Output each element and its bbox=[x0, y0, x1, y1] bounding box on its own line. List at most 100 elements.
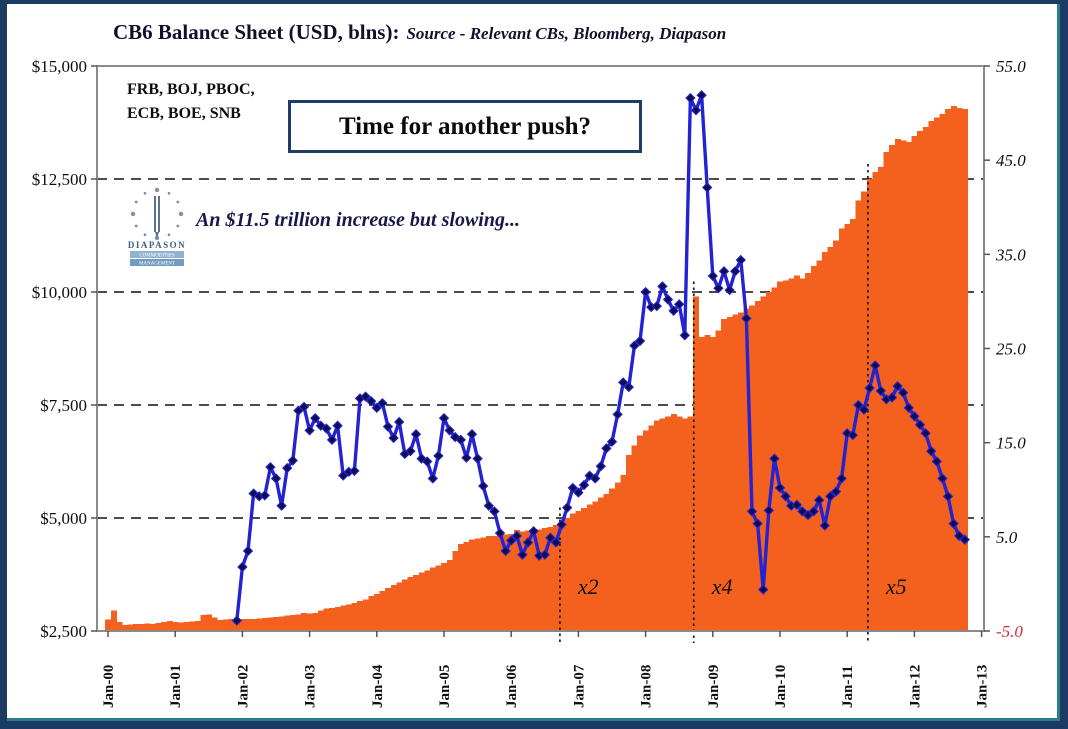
data-point-diamond bbox=[528, 526, 539, 537]
data-point-diamond bbox=[819, 520, 830, 531]
data-point-diamond bbox=[506, 535, 517, 546]
data-point-diamond bbox=[780, 491, 791, 502]
bar bbox=[620, 475, 627, 631]
bar bbox=[844, 224, 851, 631]
data-point-diamond bbox=[242, 545, 254, 557]
bar bbox=[833, 240, 840, 632]
data-point-diamond bbox=[685, 92, 696, 104]
data-point-diamond bbox=[466, 429, 478, 440]
callout-text: Time for another push? bbox=[338, 113, 592, 140]
data-point-diamond bbox=[287, 455, 298, 466]
bar bbox=[614, 482, 621, 631]
data-point-diamond bbox=[853, 399, 864, 411]
bar bbox=[878, 166, 884, 631]
data-point-diamond bbox=[567, 482, 578, 494]
data-point-diamond bbox=[836, 473, 847, 484]
data-point-diamond bbox=[898, 387, 909, 398]
bar bbox=[217, 620, 224, 631]
data-point-diamond bbox=[444, 425, 455, 436]
data-point-diamond bbox=[926, 445, 937, 457]
bar bbox=[698, 337, 705, 631]
bar bbox=[329, 607, 336, 631]
bar bbox=[301, 612, 308, 631]
bar bbox=[200, 615, 207, 631]
bar bbox=[799, 278, 806, 631]
bar bbox=[917, 131, 924, 631]
bar bbox=[805, 273, 812, 631]
bar bbox=[318, 610, 324, 631]
bar bbox=[127, 624, 134, 631]
data-point-diamond bbox=[847, 429, 858, 441]
right-axis-tick-label: -5.0 bbox=[996, 622, 1023, 641]
bar bbox=[872, 172, 879, 631]
bar bbox=[441, 563, 448, 631]
bar bbox=[463, 541, 470, 631]
chart-source: Source - Relevant CBs, Bloomberg, Diapas… bbox=[406, 24, 727, 43]
data-point-diamond bbox=[730, 266, 741, 277]
bar bbox=[290, 615, 296, 631]
bar bbox=[250, 618, 257, 631]
data-point-diamond bbox=[942, 491, 954, 502]
bar bbox=[194, 621, 201, 631]
logo-word-commodities: COMMODITIES bbox=[139, 254, 174, 259]
data-point-diamond bbox=[366, 396, 377, 407]
data-point-diamond bbox=[937, 473, 948, 484]
bar bbox=[547, 527, 554, 631]
data-point-diamond bbox=[259, 490, 270, 501]
data-point-diamond bbox=[741, 313, 752, 324]
bar bbox=[665, 416, 672, 631]
bar bbox=[738, 312, 744, 631]
bar bbox=[732, 314, 739, 631]
bar bbox=[766, 292, 772, 631]
bar bbox=[743, 308, 750, 631]
data-point-diamond bbox=[298, 401, 310, 413]
data-point-diamond bbox=[735, 254, 746, 266]
bar bbox=[189, 621, 196, 631]
x-axis-tick-label: Jan-01 bbox=[168, 665, 184, 708]
bar bbox=[340, 605, 347, 631]
bar bbox=[351, 602, 358, 631]
data-point-diamond bbox=[674, 299, 685, 310]
data-point-diamond bbox=[690, 105, 702, 116]
bar bbox=[670, 414, 677, 631]
bar bbox=[564, 518, 571, 631]
bar bbox=[166, 621, 173, 631]
data-point-diamond bbox=[377, 397, 388, 409]
bar bbox=[603, 494, 610, 631]
bar bbox=[497, 535, 504, 631]
x-axis-tick-label: Jan-07 bbox=[571, 664, 587, 708]
bar bbox=[144, 623, 151, 631]
bar bbox=[155, 622, 162, 631]
bar bbox=[514, 530, 520, 631]
right-axis-tick-label: 15.0 bbox=[996, 434, 1026, 453]
data-point-diamond bbox=[573, 487, 584, 498]
bar bbox=[782, 280, 789, 631]
bar bbox=[659, 418, 666, 631]
data-point-diamond bbox=[539, 549, 550, 560]
bar bbox=[245, 619, 252, 631]
bar bbox=[390, 584, 397, 631]
data-point-diamond bbox=[814, 494, 825, 506]
data-point-diamond bbox=[371, 402, 382, 414]
bar bbox=[816, 260, 823, 631]
data-point-diamond bbox=[276, 500, 287, 511]
data-point-diamond bbox=[948, 518, 959, 529]
bar bbox=[827, 246, 834, 632]
bar bbox=[592, 501, 599, 631]
right-axis-tick-label: 25.0 bbox=[996, 340, 1026, 359]
chart-title: CB6 Balance Sheet (USD, blns): bbox=[113, 20, 400, 44]
callout-box: Time for another push? bbox=[288, 100, 642, 153]
marker-label-x5: x5 bbox=[885, 574, 907, 599]
bar bbox=[575, 511, 582, 631]
data-point-diamond bbox=[746, 506, 758, 517]
bar bbox=[458, 544, 464, 631]
bar bbox=[486, 536, 492, 631]
bar bbox=[726, 316, 733, 631]
data-point-diamond bbox=[758, 584, 769, 595]
bar bbox=[206, 614, 212, 631]
bar bbox=[407, 577, 414, 631]
bar bbox=[430, 567, 436, 631]
x-axis-tick-label: Jan-02 bbox=[235, 665, 251, 708]
data-point-diamond bbox=[606, 436, 618, 447]
data-point-diamond bbox=[310, 413, 321, 424]
